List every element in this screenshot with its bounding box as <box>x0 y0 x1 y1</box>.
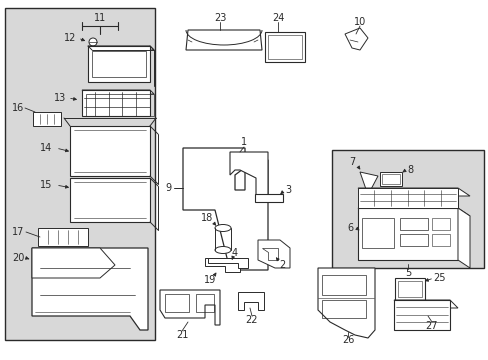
Text: 19: 19 <box>203 275 216 285</box>
Ellipse shape <box>215 225 230 231</box>
Text: 20: 20 <box>12 253 24 263</box>
Text: 16: 16 <box>12 103 24 113</box>
Polygon shape <box>32 248 115 278</box>
Text: 23: 23 <box>213 13 226 23</box>
Polygon shape <box>183 148 267 270</box>
Text: 8: 8 <box>406 165 412 175</box>
Text: 3: 3 <box>285 185 290 195</box>
Polygon shape <box>357 208 469 216</box>
Bar <box>431 234 449 246</box>
Polygon shape <box>32 248 148 330</box>
Bar <box>264 32 305 62</box>
Bar <box>254 194 283 202</box>
Bar <box>196 294 214 312</box>
Polygon shape <box>238 292 264 310</box>
Bar <box>399 218 427 230</box>
Bar <box>331 150 483 268</box>
Text: 14: 14 <box>40 143 52 153</box>
Circle shape <box>89 38 97 46</box>
Polygon shape <box>345 28 367 50</box>
Polygon shape <box>317 268 374 338</box>
Bar <box>164 294 189 312</box>
Text: 13: 13 <box>54 93 66 103</box>
Text: 22: 22 <box>245 315 258 325</box>
Bar <box>397 281 421 297</box>
Polygon shape <box>207 258 247 268</box>
Polygon shape <box>82 90 154 94</box>
Polygon shape <box>357 188 469 196</box>
Polygon shape <box>229 152 267 195</box>
Polygon shape <box>258 240 289 268</box>
Text: 9: 9 <box>164 183 171 193</box>
Text: 10: 10 <box>353 17 366 27</box>
Bar <box>381 174 399 184</box>
Polygon shape <box>393 300 457 308</box>
Polygon shape <box>185 30 262 50</box>
Text: 2: 2 <box>278 260 285 270</box>
Text: 6: 6 <box>346 223 352 233</box>
Polygon shape <box>393 300 449 330</box>
Polygon shape <box>357 208 457 260</box>
Text: 4: 4 <box>231 248 238 258</box>
Text: 27: 27 <box>425 321 437 331</box>
Polygon shape <box>70 178 150 222</box>
Polygon shape <box>88 46 154 50</box>
Text: 11: 11 <box>94 13 106 23</box>
Text: 12: 12 <box>63 33 76 43</box>
Text: 1: 1 <box>241 137 246 147</box>
Bar <box>361 218 393 248</box>
Polygon shape <box>88 46 150 82</box>
Ellipse shape <box>215 247 230 253</box>
Polygon shape <box>204 258 240 272</box>
Polygon shape <box>70 126 150 176</box>
Polygon shape <box>457 208 469 268</box>
Polygon shape <box>160 290 220 325</box>
Text: 26: 26 <box>341 335 353 345</box>
Bar <box>379 172 401 186</box>
Text: 25: 25 <box>433 273 446 283</box>
Text: 7: 7 <box>348 157 354 167</box>
Text: 15: 15 <box>40 180 52 190</box>
Text: 18: 18 <box>201 213 213 223</box>
Text: 5: 5 <box>404 268 410 278</box>
Polygon shape <box>33 112 61 126</box>
Polygon shape <box>357 188 457 208</box>
Text: 21: 21 <box>176 330 188 340</box>
Text: 24: 24 <box>271 13 284 23</box>
Polygon shape <box>359 172 377 195</box>
Bar <box>267 35 302 59</box>
Polygon shape <box>38 228 88 246</box>
Polygon shape <box>262 248 278 260</box>
Bar <box>321 275 365 295</box>
Bar <box>5 8 155 340</box>
Bar <box>321 300 365 318</box>
Bar <box>394 278 424 300</box>
Bar <box>399 234 427 246</box>
Polygon shape <box>82 90 150 116</box>
Text: 17: 17 <box>12 227 24 237</box>
Bar <box>431 218 449 230</box>
